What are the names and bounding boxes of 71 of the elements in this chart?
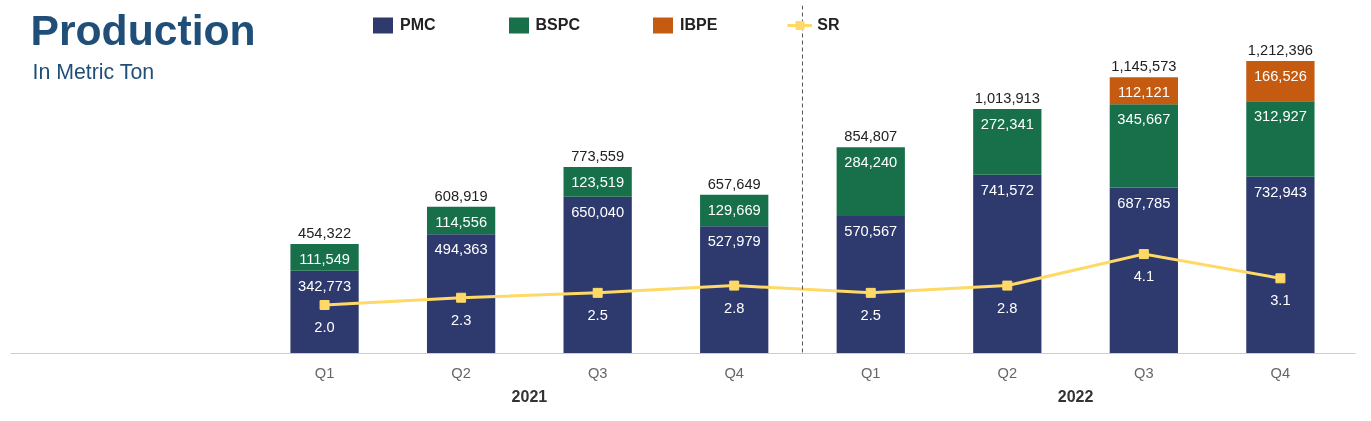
x-tick-label: Q3 [587, 364, 608, 381]
bar [1246, 101, 1315, 177]
legend-label: IBPE [680, 16, 718, 34]
data-label: 2.0 [314, 319, 335, 335]
point [865, 287, 876, 298]
point [456, 292, 467, 303]
x-tick-label: Q2 [997, 364, 1018, 381]
x-tick-label: Q1 [314, 364, 335, 381]
data-label: 527,979 [707, 233, 761, 250]
text: 2021 [511, 387, 548, 405]
data-label: 494,363 [434, 241, 488, 258]
data-label: 112,121 [1117, 84, 1170, 101]
point [319, 300, 330, 310]
data-label: 741,572 [980, 181, 1034, 198]
legend-label: PMC [400, 16, 436, 34]
data-label: 687,785 [1117, 194, 1171, 211]
total-label: 608,919 [434, 187, 488, 204]
data-label: 284,240 [844, 154, 898, 171]
x-tick-label: Q3 [1134, 364, 1154, 381]
bar [1109, 187, 1178, 354]
data-label: 2.3 [450, 311, 472, 328]
chart-subtitle: In Metric Ton [32, 59, 155, 84]
bar [563, 196, 632, 354]
point [1138, 249, 1149, 260]
data-label: 114,556 [435, 213, 488, 230]
bar [700, 226, 769, 354]
point [1275, 273, 1286, 284]
data-label: 312,927 [1253, 108, 1307, 125]
data-label: 2.5 [587, 306, 608, 323]
text: 2022 [1057, 387, 1094, 405]
data-label: 732,943 [1253, 183, 1307, 200]
data-label: 111,549 [299, 250, 350, 267]
data-label: 2.8 [724, 299, 745, 316]
x-tick-label: Q1 [860, 364, 881, 381]
data-label: 272,341 [980, 115, 1034, 132]
data-label: 3.1 [1270, 292, 1291, 309]
bar [973, 174, 1042, 354]
total-label: 1,212,396 [1247, 42, 1313, 59]
bar [426, 234, 496, 354]
bar [290, 270, 359, 354]
data-label: 166,526 [1253, 68, 1307, 85]
legend-label: SR [817, 16, 840, 34]
total-label: 454,322 [298, 224, 352, 241]
x-tick-label: Q4 [724, 364, 744, 381]
data-label: 570,567 [844, 222, 898, 239]
data-label: 129,669 [707, 201, 761, 218]
x-tick-label: Q4 [1270, 364, 1291, 381]
data-label: 123,519 [571, 173, 625, 190]
total-label: 657,649 [707, 175, 761, 192]
bar [973, 108, 1042, 175]
point [592, 287, 603, 298]
bar [836, 147, 905, 216]
data-label: 650,040 [571, 203, 625, 220]
bar [836, 215, 905, 354]
total-label: 773,559 [571, 147, 625, 164]
total-label: 1,145,573 [1111, 58, 1177, 75]
point [729, 280, 740, 291]
x-tick-label: Q2 [451, 364, 471, 381]
data-label: 342,773 [298, 277, 352, 294]
bar [1246, 176, 1315, 354]
data-label: 2.5 [860, 306, 881, 323]
bar [1246, 61, 1315, 102]
data-label: 2.8 [997, 299, 1018, 316]
total-label: 1,013,913 [974, 89, 1040, 106]
point [1002, 280, 1013, 291]
data-label: 4.1 [1133, 268, 1155, 285]
chart-title: Production [30, 5, 256, 54]
total-label: 854,807 [844, 128, 898, 145]
legend-label: BSPC [535, 16, 581, 34]
bar [1109, 104, 1178, 188]
data-label: 345,667 [1117, 111, 1171, 128]
